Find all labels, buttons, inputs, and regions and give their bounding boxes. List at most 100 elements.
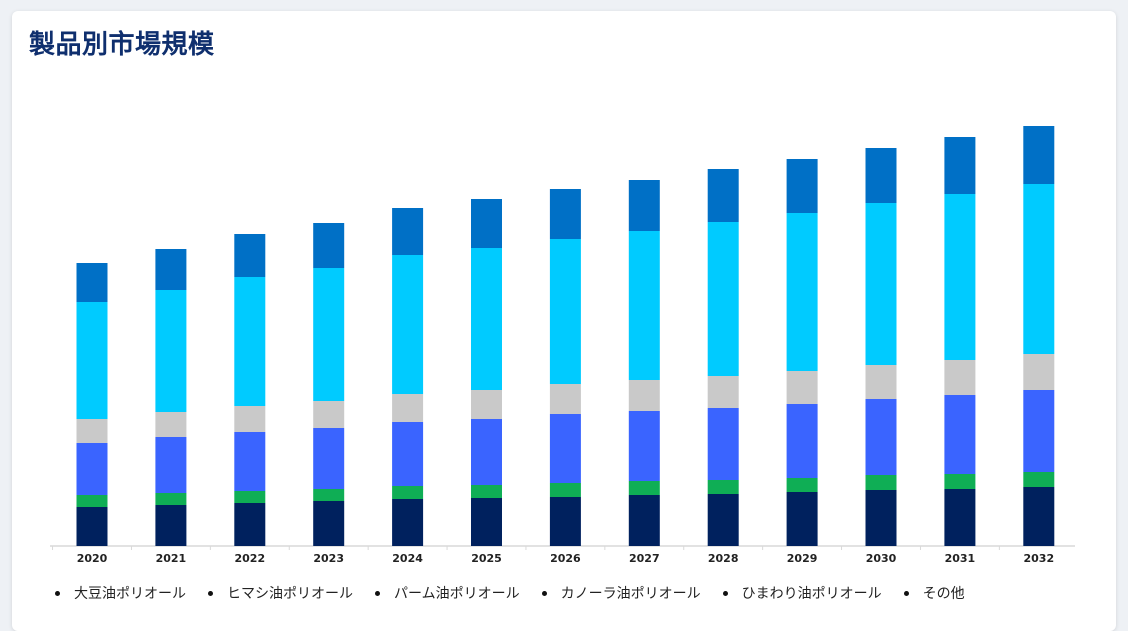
bar-segment <box>234 277 266 406</box>
bar-segment <box>944 474 976 489</box>
bullet-icon <box>903 590 909 596</box>
bar-segment <box>76 507 108 546</box>
x-tick-label: 2031 <box>945 552 976 565</box>
bar-segment <box>155 249 187 290</box>
bullet-icon <box>55 590 60 596</box>
x-tick-label: 2025 <box>471 552 502 565</box>
bar-segment <box>549 414 581 483</box>
x-tick-label: 2029 <box>787 552 818 565</box>
bar-segment <box>234 432 266 491</box>
legend-label: パーム油ポリオール <box>394 586 520 602</box>
bullet-icon <box>722 590 728 596</box>
legend-label: カノーラ油ポリオール <box>560 586 701 602</box>
bar-segment <box>786 404 818 478</box>
bar-segment <box>155 412 187 437</box>
bar-segment <box>628 180 660 231</box>
bar-segment <box>628 495 660 546</box>
bar-segment <box>1023 184 1055 354</box>
bar-segment <box>471 485 502 498</box>
stacked-bar-chart: 2020 2021 2022 2023 2024 2025 2026 2027 2028 2029… <box>50 126 1075 565</box>
bar-segment <box>786 213 818 371</box>
bar-segment <box>628 481 660 495</box>
legend-label: その他 <box>922 586 965 602</box>
bar-segment <box>313 428 345 489</box>
chart-legend: 大豆油ポリオール ヒマシ油ポリオール パーム油ポリオール カノーラ油ポリオール ひまわり… <box>55 583 987 603</box>
bullet-icon <box>375 590 380 596</box>
bar-segment <box>944 360 976 395</box>
legend-label: ヒマシ油ポリオール <box>227 586 353 602</box>
bar-segment <box>313 401 345 428</box>
bar-segment <box>313 501 345 546</box>
bar-segment <box>786 492 818 546</box>
x-tick-label: 2030 <box>866 552 897 565</box>
bar-segment <box>628 411 660 481</box>
bar-segment <box>628 380 660 411</box>
bullet-icon <box>541 590 547 596</box>
bar-segment <box>392 486 424 499</box>
x-tick-label: 2022 <box>234 552 265 565</box>
x-tick-label: 2024 <box>392 552 423 565</box>
bar-segment <box>707 222 739 376</box>
legend-label: ひまわり油ポリオール <box>741 586 882 602</box>
bar-segment <box>944 395 976 474</box>
bar-segment <box>865 203 897 365</box>
bar-segment <box>155 290 187 412</box>
bar-segment <box>707 480 739 494</box>
bar-segment <box>865 475 897 490</box>
bar-segment <box>76 419 108 443</box>
bullet-icon <box>208 590 213 596</box>
bar-segment <box>707 408 739 480</box>
bar-segment <box>155 505 187 546</box>
bar-segment <box>155 493 187 505</box>
bar-segment <box>313 223 345 268</box>
bar-segment <box>392 394 424 422</box>
bar-segment <box>944 137 976 194</box>
legend-item: ひまわり油ポリオール <box>722 583 882 603</box>
bar-segment <box>944 194 976 360</box>
page-title: 製品別市場規模 <box>29 30 215 60</box>
x-tick-label: 2028 <box>708 552 739 565</box>
bar-segment <box>786 371 818 404</box>
bar-segment <box>549 483 581 497</box>
bar-segment <box>471 199 502 248</box>
bar-segment <box>707 494 739 546</box>
bar-segment <box>471 498 502 546</box>
bar-segment <box>1023 390 1055 472</box>
bar-segment <box>549 497 581 546</box>
bar-segment <box>865 399 897 475</box>
bar-segment <box>707 376 739 408</box>
bar-segment <box>392 208 424 255</box>
x-tick-label: 2032 <box>1023 552 1054 565</box>
bar-segment <box>549 239 581 384</box>
bar-segment <box>628 231 660 380</box>
bar-segment <box>865 148 897 203</box>
bar-segment <box>76 495 108 507</box>
bar-segment <box>76 263 108 302</box>
bar-segment <box>786 478 818 492</box>
bar-segment <box>865 490 897 546</box>
bar-segment <box>155 437 187 493</box>
legend-item: その他 <box>903 583 965 603</box>
x-tick-label: 2020 <box>77 552 108 565</box>
x-tick-label: 2027 <box>629 552 660 565</box>
x-tick-label: 2023 <box>313 552 344 565</box>
bar-segment <box>234 406 266 432</box>
bar-segment <box>471 248 502 390</box>
bar-segment <box>313 489 345 501</box>
x-tick-label: 2026 <box>550 552 581 565</box>
bar-segment <box>234 234 266 277</box>
legend-item: カノーラ油ポリオール <box>541 583 701 603</box>
x-tick-label: 2021 <box>156 552 187 565</box>
bar-segment <box>313 268 345 401</box>
bar-segment <box>392 422 424 486</box>
bar-segment <box>1023 354 1055 390</box>
legend-item: パーム油ポリオール <box>375 583 520 603</box>
legend-item: 大豆油ポリオール <box>55 583 186 603</box>
bar-segment <box>549 384 581 414</box>
bar-segment <box>234 491 266 503</box>
bar-segment <box>865 365 897 399</box>
bar-segment <box>392 255 424 394</box>
bar-segment <box>76 443 108 495</box>
bar-segment <box>549 189 581 239</box>
legend-item: ヒマシ油ポリオール <box>208 583 353 603</box>
